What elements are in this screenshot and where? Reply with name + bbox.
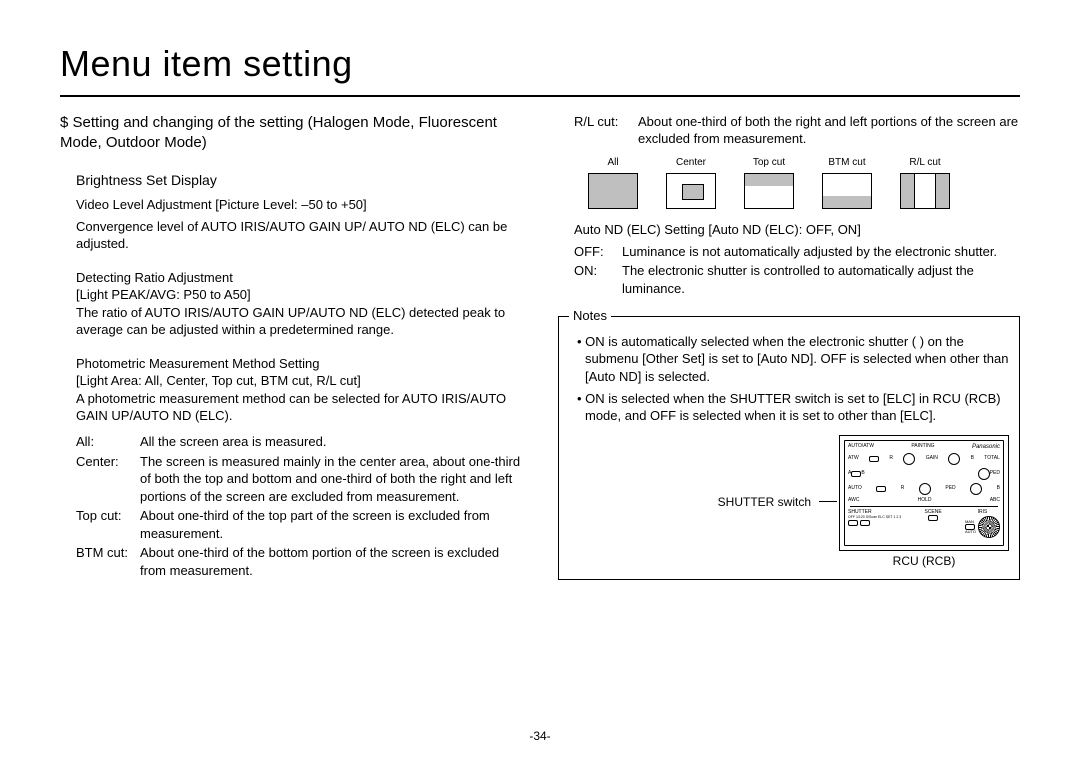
page-title: Menu item setting: [60, 40, 1020, 97]
diagram-topcut-box: [744, 173, 794, 209]
switch-icon: [860, 520, 870, 526]
switch-icon: [851, 471, 861, 477]
def-all: All: All the screen area is measured.: [76, 433, 522, 451]
switch-icon: [876, 486, 886, 492]
diagram-topcut: Top cut: [744, 156, 794, 210]
autond-on: ON: The electronic shutter is controlled…: [574, 262, 1020, 297]
def-btmcut: BTM cut: About one-third of the bottom p…: [76, 544, 522, 579]
note-1: ON is automatically selected when the el…: [577, 333, 1009, 386]
knob-icon: [978, 468, 990, 480]
diagram-all: All: [588, 156, 638, 210]
def-topcut: Top cut: About one-third of the top part…: [76, 507, 522, 542]
video-level-block: Video Level Adjustment [Picture Level: –…: [60, 196, 522, 253]
diagram-rlcut: R/L cut: [900, 156, 950, 210]
notes-list: ON is automatically selected when the el…: [569, 333, 1009, 425]
photometric-block: Photometric Measurement Method Setting […: [60, 355, 522, 425]
knob-icon: [948, 453, 960, 465]
photometric-body: A photometric measurement method can be …: [76, 390, 522, 425]
switch-icon: [869, 456, 879, 462]
knob-icon: [919, 483, 931, 495]
def-rlcut: R/L cut: About one-third of both the rig…: [574, 113, 1020, 148]
video-level-line1: Video Level Adjustment [Picture Level: –…: [76, 196, 522, 214]
switch-icon: [965, 524, 975, 530]
rcu-caption: RCU (RCB): [839, 553, 1009, 569]
diagram-all-box: [588, 173, 638, 209]
notes-legend: Notes: [569, 307, 611, 325]
diagram-center: Center: [666, 156, 716, 210]
section-subtitle: $ Setting and changing of the setting (H…: [60, 113, 522, 154]
area-definitions: All: All the screen area is measured. Ce…: [60, 433, 522, 579]
diagram-btmcut-box: [822, 173, 872, 209]
photometric-sub: [Light Area: All, Center, Top cut, BTM c…: [76, 372, 522, 390]
autond-off: OFF: Luminance is not automatically adju…: [574, 243, 1020, 261]
autond-block: Auto ND (ELC) Setting [Auto ND (ELC): OF…: [558, 221, 1020, 297]
switch-icon: [848, 520, 858, 526]
knob-icon: [970, 483, 982, 495]
knob-icon: [903, 453, 915, 465]
left-column: $ Setting and changing of the setting (H…: [60, 113, 522, 582]
rlcut-def-block: R/L cut: About one-third of both the rig…: [558, 113, 1020, 148]
leader-line: [819, 501, 837, 502]
area-diagram-row: All Center Top cut BTM cut R/L cut: [558, 156, 1020, 210]
switch-icon: [928, 515, 938, 521]
autond-heading: Auto ND (ELC) Setting [Auto ND (ELC): OF…: [574, 221, 1020, 239]
detecting-block: Detecting Ratio Adjustment [Light PEAK/A…: [60, 269, 522, 339]
detecting-body: The ratio of AUTO IRIS/AUTO GAIN UP/AUTO…: [76, 304, 522, 339]
brightness-heading: Brightness Set Display: [60, 171, 522, 190]
diagram-btmcut: BTM cut: [822, 156, 872, 210]
two-column-layout: $ Setting and changing of the setting (H…: [60, 113, 1020, 582]
detecting-heading: Detecting Ratio Adjustment: [76, 269, 522, 287]
right-column: R/L cut: About one-third of both the rig…: [558, 113, 1020, 582]
video-level-line2: Convergence level of AUTO IRIS/AUTO GAIN…: [76, 218, 522, 253]
rcu-diagram-wrap: SHUTTER switch AUTO/ATW PAINTING Panason…: [569, 435, 1009, 569]
diagram-center-box: [666, 173, 716, 209]
rcu-panel: AUTO/ATW PAINTING Panasonic ATW R GAIN: [839, 435, 1009, 569]
def-center: Center: The screen is measured mainly in…: [76, 453, 522, 506]
detecting-sub: [Light PEAK/AVG: P50 to A50]: [76, 286, 522, 304]
page-number: -34-: [529, 728, 550, 744]
diagram-rlcut-box: [900, 173, 950, 209]
notes-box: Notes ON is automatically selected when …: [558, 307, 1020, 579]
note-2: ON is selected when the SHUTTER switch i…: [577, 390, 1009, 425]
photometric-heading: Photometric Measurement Method Setting: [76, 355, 522, 373]
document-page: Menu item setting $ Setting and changing…: [0, 0, 1080, 762]
shutter-switch-label: SHUTTER switch: [718, 494, 811, 510]
iris-dial-icon: [978, 516, 1000, 538]
